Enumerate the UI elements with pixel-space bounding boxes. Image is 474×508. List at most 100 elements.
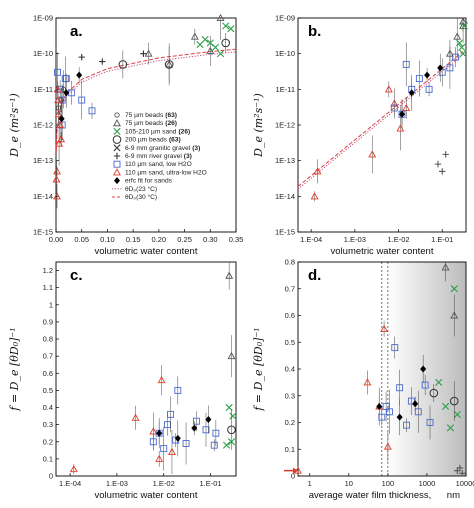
- data-point: [160, 445, 168, 453]
- data-point: [222, 441, 231, 449]
- legend-text: θD₀(23 °C): [125, 185, 157, 193]
- data-point: [76, 71, 83, 79]
- y-axis-label: f = D_e [θD₀]⁻¹: [252, 327, 265, 411]
- x-tick-label: 0.25: [177, 235, 192, 244]
- legend-swatch: [113, 168, 121, 176]
- data-point: [424, 71, 431, 79]
- data-point: [61, 75, 69, 83]
- y-tick-label: 1E-10: [33, 49, 53, 58]
- y-tick-label: 0.4: [285, 365, 295, 374]
- legend-label: 75 µm beads (26): [125, 120, 177, 127]
- y-tick-label: 1E-12: [33, 121, 53, 130]
- legend-text: 110 µm sand, ultra-low H2O: [125, 169, 207, 176]
- data-point: [450, 285, 458, 293]
- y-axis-label: D_e (m²s⁻¹): [252, 93, 265, 158]
- data-point: [403, 421, 410, 429]
- series-5: [429, 381, 459, 422]
- legend-ref: (26): [165, 120, 177, 127]
- y-tick-label: 0.3: [43, 420, 53, 429]
- reference-line-1: [297, 51, 464, 187]
- legend-item: 75 µm beads (63): [114, 112, 177, 119]
- series-4: [456, 22, 468, 58]
- legend-swatch: [113, 119, 121, 127]
- panel-label: b.: [308, 23, 321, 40]
- series-0: [294, 320, 392, 476]
- data-point: [58, 115, 65, 123]
- legend-label: 6-9 mm granitic gravel (3): [125, 145, 200, 152]
- y-tick-label: 1E-15: [33, 228, 53, 237]
- data-point: [167, 410, 175, 418]
- data-point: [99, 58, 106, 65]
- y-tick-label: 0.9: [43, 317, 53, 326]
- data-point: [52, 175, 61, 183]
- y-tick-label: 0.4: [43, 403, 53, 412]
- legend-text: 75 µm beads: [125, 112, 164, 119]
- data-point: [441, 263, 450, 271]
- series-4: [435, 285, 461, 432]
- y-tick-label: 1E-13: [33, 156, 53, 165]
- y-tick-label: 0: [49, 472, 53, 481]
- data-point: [55, 139, 64, 147]
- data-point: [376, 402, 383, 410]
- data-point: [157, 376, 166, 384]
- data-point: [459, 50, 467, 58]
- x-tick-label: 10: [345, 479, 353, 488]
- y-tick-label: 0.8: [43, 335, 53, 344]
- y-tick-label: 1E-09: [33, 14, 53, 23]
- data-point: [458, 43, 466, 51]
- legend-label: 200 µm beads (63): [125, 137, 181, 144]
- legend-item: θD₀(30 °C): [112, 193, 157, 201]
- legend-item: θD₀(23 °C): [112, 185, 157, 193]
- y-tick-label: 1.2: [43, 266, 53, 275]
- data-point: [61, 86, 67, 92]
- legend-text: 105-210 µm sand: [125, 128, 177, 135]
- y-tick-label: 0: [291, 472, 295, 481]
- legend-label: 110 µm sand, ultra-low H2O: [125, 169, 207, 176]
- plot-frame: [297, 17, 467, 233]
- data-point: [140, 50, 147, 57]
- y-axis-label: D_e (m²s⁻¹): [8, 93, 21, 158]
- data-point: [414, 408, 422, 416]
- data-point: [144, 49, 153, 57]
- series-2: [376, 355, 427, 436]
- data-point: [78, 53, 85, 61]
- y-tick-label: 0.1: [285, 445, 295, 454]
- y-tick-label: 0.2: [285, 418, 295, 427]
- data-point: [174, 386, 182, 394]
- y-tick-label: 1E-11: [276, 85, 295, 94]
- legend-swatch: [113, 144, 121, 152]
- x-axis-label: average water film thickness,: [309, 490, 432, 501]
- x-axis-label: volumetric water content: [95, 246, 198, 257]
- data-point: [442, 151, 449, 158]
- legend-item: 110 µm sand, low H2O: [113, 160, 192, 168]
- series-1: [378, 336, 434, 440]
- plot-frame: [55, 261, 237, 477]
- series-7: [58, 67, 83, 141]
- legend-swatch: [113, 160, 121, 168]
- legend-ref: (3): [184, 153, 192, 160]
- data-point: [398, 110, 405, 118]
- legend-swatch: [114, 112, 120, 118]
- reference-line-0: [297, 53, 464, 190]
- data-point: [54, 95, 63, 104]
- data-point: [212, 429, 220, 437]
- legend-ref: (63): [165, 112, 177, 119]
- x-tick-label: 1.E-03: [106, 479, 128, 488]
- y-tick-label: 0.6: [43, 369, 53, 378]
- series-1: [149, 376, 220, 471]
- y-tick-label: 1.1: [43, 283, 53, 292]
- y-tick-label: 0.1: [43, 454, 53, 463]
- panel-c: 0 0.1 0.2 0.3 0.4 0.5 0.6 0.7 0.8 0.9 1 1.1 1.2 1.E-0…: [8, 261, 237, 501]
- x-tick-label: 1000: [419, 479, 436, 488]
- series-3: [445, 17, 468, 68]
- data-point: [396, 384, 404, 392]
- x-axis-unit: nm: [447, 490, 460, 501]
- legend-item: erfc fit for sands: [114, 177, 173, 185]
- x-tick-label: 1.E-04: [59, 479, 81, 488]
- data-point: [227, 425, 236, 435]
- data-point: [225, 403, 233, 412]
- data-point: [69, 465, 78, 473]
- data-point: [425, 85, 433, 93]
- x-tick-label: 0.00: [49, 235, 64, 244]
